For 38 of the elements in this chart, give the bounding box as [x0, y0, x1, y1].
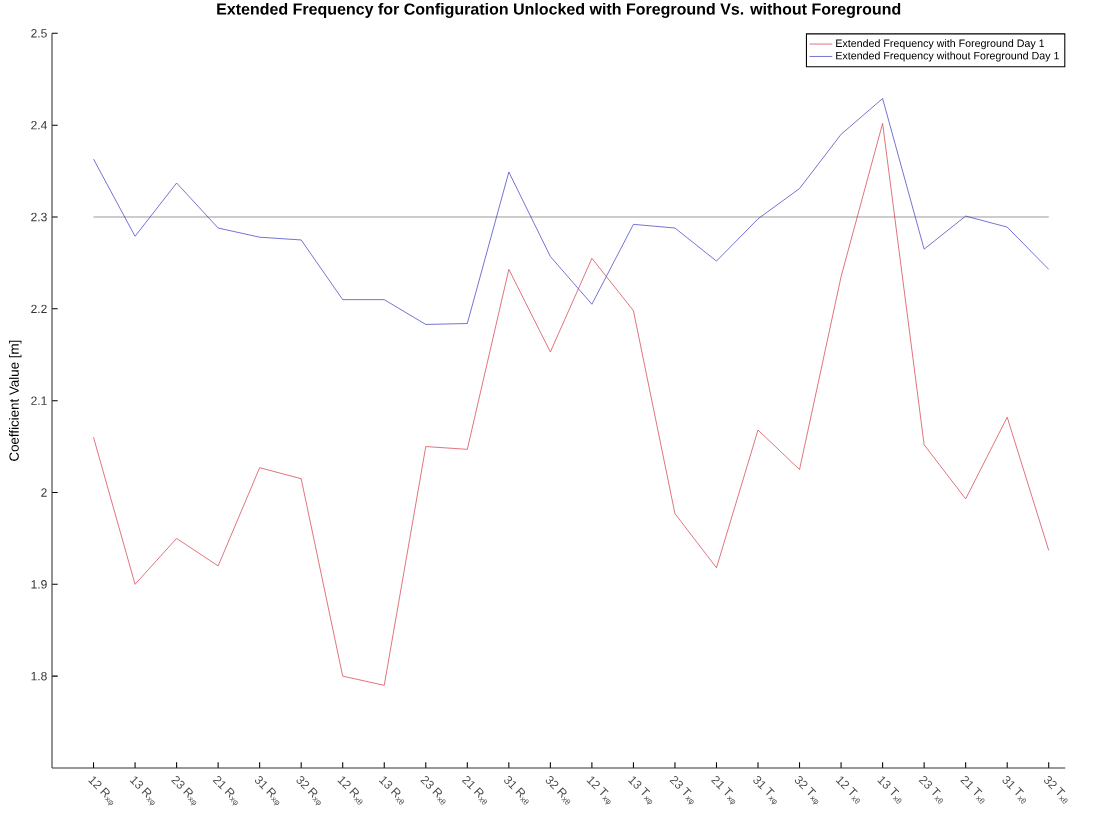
- x-tick-label: 31 T$_{xθ}$: [1002, 776, 1027, 804]
- x-tick-label: 21 R$_{xθ}$: [461, 776, 488, 805]
- x-tick-label: 13 R$_{xφ}$: [129, 776, 155, 806]
- x-tick-label: 32 R$_{xφ}$: [296, 776, 321, 806]
- chart-title: Extended Frequency for Configuration Unlocked with Foreground Vs. without Foreground: [217, 2, 901, 18]
- x-tick-label: 32 R$_{xθ}$: [545, 776, 571, 805]
- x-tick-label: 31 R$_{xθ}$: [504, 776, 529, 805]
- x-tick-label: 32 T$_{xφ}$: [794, 776, 819, 805]
- legend-label: Extended Frequency without Foreground Day 1: [836, 51, 1059, 62]
- y-axis-title: Coefficient Value [m]: [9, 340, 22, 461]
- y-tick-label: 2.3: [31, 212, 47, 222]
- x-tick-label: 12 R$_{xθ}$: [337, 776, 363, 805]
- y-tick-label: 2.1: [31, 396, 47, 405]
- x-tick-label: 21 T$_{xθ}$: [960, 776, 985, 804]
- y-tick-label: 1.9: [31, 580, 47, 589]
- x-tick-label: 13 R$_{xθ}$: [378, 776, 405, 805]
- x-tick-label: 31 R$_{xφ}$: [254, 776, 280, 806]
- x-tick-label: 12 T$_{xθ}$: [835, 776, 860, 804]
- y-tick-label: 2: [41, 488, 47, 497]
- y-tick-label: 1.8: [31, 671, 47, 681]
- x-tick-label: 32 T$_{xθ}$: [1044, 776, 1068, 804]
- x-tick-label: 23 R$_{xφ}$: [171, 776, 197, 806]
- x-tick-label: 12 R$_{xφ}$: [88, 776, 114, 806]
- x-tick-label: 13 T$_{xφ}$: [628, 776, 653, 805]
- x-tick-label: 23 T$_{xθ}$: [918, 776, 944, 804]
- y-tick-label: 2.2: [31, 304, 47, 314]
- x-tick-label: 31 T$_{xφ}$: [753, 776, 777, 805]
- y-tick-label: 2.4: [31, 120, 47, 130]
- x-tick-label: 23 R$_{xθ}$: [420, 776, 446, 805]
- x-tick-label: 21 T$_{xφ}$: [711, 776, 736, 805]
- y-tick-label: 2.5: [31, 29, 47, 38]
- x-tick-label: 21 R$_{xφ}$: [212, 776, 238, 806]
- legend-label: Extended Frequency with Foreground Day 1: [836, 39, 1045, 50]
- line-series: [93, 98, 1050, 325]
- x-tick-label: 12 T$_{xφ}$: [586, 776, 611, 805]
- x-tick-label: 13 T$_{xθ}$: [877, 776, 902, 804]
- x-tick-label: 23 T$_{xφ}$: [669, 776, 694, 805]
- line-series: [93, 122, 1050, 686]
